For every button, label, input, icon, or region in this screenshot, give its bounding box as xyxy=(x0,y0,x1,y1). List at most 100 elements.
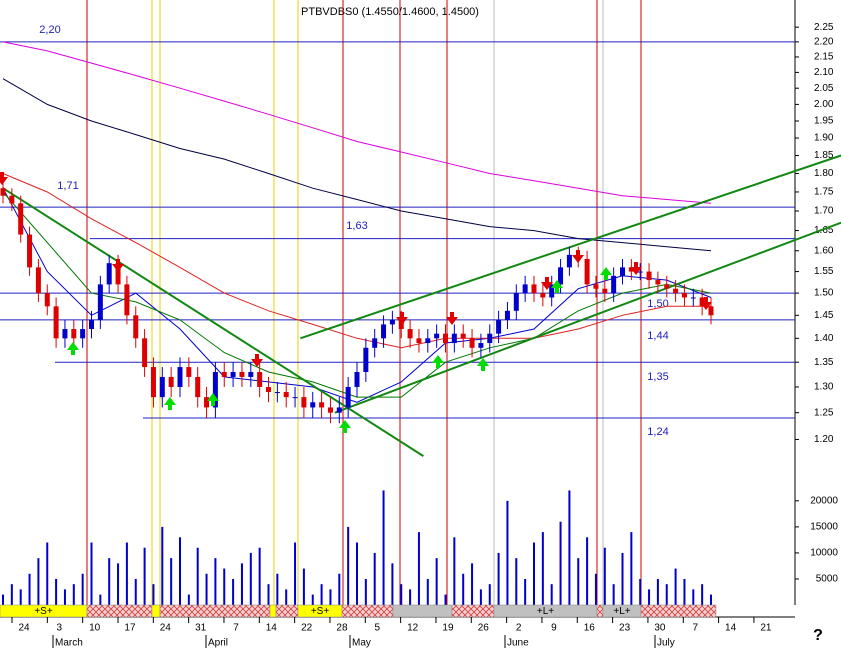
x-tick-label: 28 xyxy=(336,623,348,634)
candle-body xyxy=(124,284,130,316)
candle-body xyxy=(460,333,466,339)
volume-bar xyxy=(134,578,137,605)
signal-segment xyxy=(392,604,453,618)
x-tick-label: 5 xyxy=(375,623,381,634)
candle-body xyxy=(540,293,546,298)
y-tick-label: 1.65 xyxy=(814,225,834,236)
sell-arrow xyxy=(572,250,584,263)
candle-body xyxy=(584,259,590,285)
volume-bar xyxy=(621,552,624,605)
volume-bar xyxy=(656,578,659,605)
y-tick-label: 1.85 xyxy=(814,150,834,161)
buy-arrow xyxy=(432,355,444,368)
candle-body xyxy=(611,275,617,294)
month-label: June xyxy=(507,638,529,648)
x-tick-label: 30 xyxy=(654,623,666,634)
volume-bar xyxy=(28,573,31,605)
volume-bar xyxy=(347,526,350,605)
candle-body xyxy=(620,267,625,276)
candle-body xyxy=(115,263,121,285)
volume-bar xyxy=(701,584,704,605)
volume-bar xyxy=(550,584,553,605)
trend-line xyxy=(300,154,841,340)
candle-body xyxy=(522,284,528,294)
y-tick-label: 1.60 xyxy=(814,245,834,256)
volume-bar xyxy=(533,542,535,605)
y-tick-label: 1.50 xyxy=(814,288,834,299)
volume-bar xyxy=(2,594,4,605)
candle-body xyxy=(0,188,6,196)
x-tick-label: 3 xyxy=(57,623,63,634)
candle-body xyxy=(97,284,103,320)
volume-bar xyxy=(125,542,128,605)
signal-segment xyxy=(86,604,153,618)
y-tick-label: 20000 xyxy=(810,495,838,506)
sell-arrow xyxy=(396,312,408,325)
volume-bar xyxy=(46,542,49,605)
x-tick-label: 21 xyxy=(760,623,772,634)
candle-body xyxy=(504,310,510,320)
candle-body xyxy=(628,267,634,272)
candle-body xyxy=(18,203,24,235)
volume-bar xyxy=(258,547,261,605)
moving-average xyxy=(2,41,712,204)
candle-body xyxy=(204,397,210,408)
x-tick-label: 24 xyxy=(160,623,172,634)
volume-bar xyxy=(276,573,279,605)
volume-bar xyxy=(364,578,367,605)
volume-bar xyxy=(639,578,642,605)
volume-bar xyxy=(90,542,93,605)
signal-segment xyxy=(451,604,495,618)
y-tick-label: 1.20 xyxy=(814,434,834,445)
candle-body xyxy=(319,402,325,408)
volume-bar xyxy=(63,589,66,605)
signal-label: +S+ xyxy=(34,606,53,617)
volume-bar xyxy=(161,526,164,605)
volume-bar xyxy=(683,578,686,605)
x-tick-label: 24 xyxy=(18,623,30,634)
volume-bar xyxy=(391,563,394,605)
signal-label: +L+ xyxy=(537,606,554,617)
y-tick-label: 1.45 xyxy=(814,310,834,321)
candle-body xyxy=(531,284,537,294)
volume-bar xyxy=(356,542,358,605)
signal-segment xyxy=(640,604,717,618)
candle-body xyxy=(673,288,679,294)
y-tick-label: 1.95 xyxy=(814,116,834,127)
volume-bar xyxy=(240,563,243,605)
candle-body xyxy=(372,338,378,348)
candle-body xyxy=(593,284,599,289)
buy-arrow xyxy=(164,397,176,410)
volume-bar xyxy=(541,532,544,605)
candle-body xyxy=(416,338,422,344)
y-tick-label: 1.80 xyxy=(814,168,834,179)
candle-body xyxy=(549,284,555,298)
y-tick-label: 2.00 xyxy=(814,99,834,110)
candle-body xyxy=(469,338,475,348)
volume-bar xyxy=(320,584,323,605)
candle-body xyxy=(566,254,572,268)
x-tick-label: 7 xyxy=(233,623,239,634)
x-tick-label: 16 xyxy=(584,623,596,634)
volume-bar xyxy=(108,558,111,605)
candle-body xyxy=(478,343,484,348)
y-tick-label: 1.40 xyxy=(814,333,834,344)
y-tick-label: 1.35 xyxy=(814,357,834,368)
candle-body xyxy=(62,329,68,339)
candle-body xyxy=(354,371,360,387)
candle-body xyxy=(150,367,156,398)
candle-body xyxy=(301,397,307,408)
candle-body xyxy=(708,306,714,316)
candle-body xyxy=(221,371,227,377)
month-label: April xyxy=(208,638,228,648)
x-tick-label: 22 xyxy=(301,623,313,634)
volume-bar xyxy=(329,589,332,605)
month-label: May xyxy=(352,638,371,648)
sell-arrow xyxy=(541,277,553,290)
candle-body xyxy=(44,293,50,307)
volume-bar xyxy=(143,547,146,605)
candle-body xyxy=(274,392,280,394)
help-icon[interactable]: ? xyxy=(813,627,823,644)
candle-body xyxy=(496,319,502,334)
